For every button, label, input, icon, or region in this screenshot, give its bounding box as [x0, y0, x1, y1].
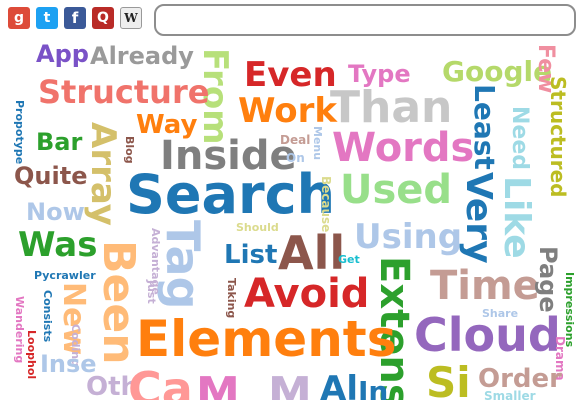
cloud-word[interactable]: Time: [430, 263, 540, 309]
cloud-word[interactable]: Now: [26, 198, 85, 226]
cloud-word[interactable]: Than: [330, 82, 453, 133]
quora-share-button[interactable]: Q: [92, 7, 114, 29]
cloud-word[interactable]: Array: [83, 122, 123, 226]
twitter-icon: t: [43, 10, 51, 26]
cloud-word[interactable]: Using: [354, 217, 463, 257]
cloud-word[interactable]: Smaller: [484, 389, 536, 400]
cloud-word[interactable]: App: [36, 40, 89, 68]
cloud-word[interactable]: Quite: [14, 162, 88, 190]
cloud-word[interactable]: Like: [496, 176, 537, 259]
cloud-word[interactable]: Bar: [36, 128, 83, 156]
cloud-word[interactable]: All: [278, 226, 346, 280]
cloud-word[interactable]: Even: [244, 55, 337, 95]
facebook-icon: f: [71, 9, 79, 27]
cloud-word[interactable]: List: [224, 240, 278, 270]
cloud-word[interactable]: Al: [320, 369, 358, 400]
cloud-word[interactable]: Propotype: [13, 100, 26, 165]
cloud-word[interactable]: Because: [319, 176, 333, 233]
cloud-word[interactable]: Taking: [225, 278, 238, 319]
cloud-word[interactable]: M: [268, 368, 312, 400]
cloud-word[interactable]: Elements: [136, 310, 397, 368]
cloud-word[interactable]: Wandering: [13, 296, 26, 364]
cloud-word[interactable]: New: [56, 282, 91, 356]
cloud-word[interactable]: M: [196, 368, 240, 400]
word-cloud: App Already From Even Type Google Few St…: [0, 40, 580, 400]
cloud-word[interactable]: Inse: [40, 350, 97, 378]
cloud-word[interactable]: Just: [145, 280, 158, 304]
cloud-word[interactable]: Ca: [128, 362, 193, 400]
toolbar: g t f Q W: [0, 0, 580, 44]
cloud-word[interactable]: Drama: [553, 336, 567, 381]
cloud-word[interactable]: Page: [534, 246, 562, 313]
google-icon: g: [13, 10, 25, 26]
cloud-word[interactable]: Consists: [41, 290, 54, 343]
cloud-word[interactable]: Cloud: [414, 308, 561, 362]
cloud-word[interactable]: Coding: [69, 324, 82, 367]
cloud-word[interactable]: Avoid: [244, 271, 370, 317]
cloud-word[interactable]: Loophol: [25, 330, 38, 380]
cloud-word[interactable]: Oth: [86, 372, 140, 400]
cloud-word[interactable]: Least: [468, 84, 501, 170]
cloud-word[interactable]: Structure: [38, 73, 210, 111]
cloud-word[interactable]: In: [358, 375, 389, 400]
cloud-word[interactable]: Si: [426, 358, 471, 400]
cloud-word[interactable]: Order: [478, 364, 562, 394]
cloud-word[interactable]: Few: [533, 44, 558, 94]
cloud-word[interactable]: Been: [93, 240, 144, 365]
cloud-word[interactable]: Type: [348, 60, 411, 88]
cloud-word[interactable]: Search: [126, 163, 336, 226]
cloud-word[interactable]: Was: [18, 225, 98, 265]
cloud-word[interactable]: Structured: [546, 76, 570, 198]
cloud-word[interactable]: On: [286, 151, 305, 165]
cloud-word[interactable]: Google: [442, 55, 553, 88]
cloud-word[interactable]: Deal: [280, 133, 311, 147]
cloud-word[interactable]: Should: [236, 221, 279, 234]
cloud-word[interactable]: Way: [136, 110, 198, 140]
cloud-word[interactable]: Need: [507, 106, 532, 171]
cloud-word[interactable]: Blog: [123, 136, 136, 164]
cloud-word[interactable]: Work: [238, 91, 338, 131]
quora-icon: Q: [97, 10, 109, 26]
cloud-word[interactable]: Tag: [156, 220, 210, 310]
wikipedia-icon: W: [124, 11, 138, 25]
cloud-word[interactable]: Very: [458, 172, 499, 264]
cloud-word[interactable]: Pycrawler: [34, 269, 96, 282]
google-share-button[interactable]: g: [8, 7, 30, 29]
cloud-word[interactable]: Impressions: [563, 272, 576, 348]
cloud-word[interactable]: Get: [338, 253, 360, 266]
cloud-word[interactable]: Extensi: [371, 256, 417, 400]
cloud-word[interactable]: Already: [90, 42, 194, 70]
facebook-share-button[interactable]: f: [64, 7, 86, 29]
twitter-share-button[interactable]: t: [36, 7, 58, 29]
cloud-word[interactable]: Menu: [311, 126, 324, 161]
cloud-word[interactable]: Advantage: [149, 228, 162, 295]
cloud-word[interactable]: Words: [332, 125, 475, 171]
cloud-word[interactable]: Inside: [160, 133, 297, 179]
cloud-word[interactable]: Used: [340, 167, 453, 213]
cloud-word[interactable]: From: [195, 48, 235, 145]
search-input[interactable]: [154, 4, 576, 36]
cloud-word[interactable]: Share: [482, 307, 519, 320]
wikipedia-share-button[interactable]: W: [120, 7, 142, 29]
